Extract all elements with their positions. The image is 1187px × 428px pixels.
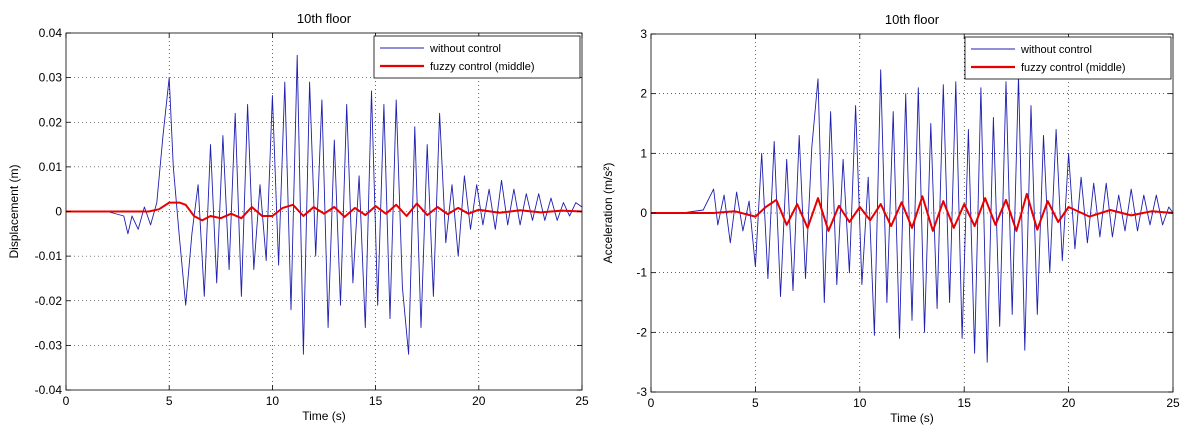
y-tick-label: -1 [636,266,647,280]
x-tick-label: 0 [648,396,655,410]
y-tick-label: -3 [636,385,647,399]
y-tick-label: -2 [636,325,647,339]
y-tick-label: -0.04 [35,383,63,397]
y-tick-label: 0.03 [39,71,63,85]
x-tick-label: 20 [1062,396,1076,410]
chart-title: 10th floor [885,12,940,27]
legend-label-without-control: without control [429,43,501,55]
series-line-without-control [66,54,583,355]
chart-title: 10th floor [297,11,352,26]
y-tick-label: 1 [640,146,647,160]
x-tick-label: 0 [63,394,70,408]
x-tick-label: 20 [472,394,486,408]
x-axis-label: Time (s) [302,409,346,423]
legend-label-without-control: without control [1020,44,1092,56]
series-line-fuzzy-control [651,192,1174,232]
y-tick-label: -0.02 [35,294,63,308]
displacement-chart: 0 5 10 15 20 25 -0.04 -0.03 -0.02 -0.01 0 0.01 0.02 0… [7,11,589,423]
x-tick-label: 10 [266,394,280,408]
x-tick-label: 15 [958,396,972,410]
y-tick-label: 0.01 [39,160,63,174]
legend-label-fuzzy-control: fuzzy control (middle) [1021,62,1126,74]
acceleration-chart-panel: 0 5 10 15 20 25 -3 -2 -1 0 1 2 3 10th floor Time (s) Ac… [594,0,1187,428]
acceleration-chart: 0 5 10 15 20 25 -3 -2 -1 0 1 2 3 10th floor Time (s) Ac… [601,12,1180,425]
y-tick-label: 2 [640,87,647,101]
series-line-without-control [651,69,1174,363]
y-tick-label: 0.02 [39,115,63,129]
x-tick-label: 15 [369,394,383,408]
y-axis-label: Acceleration (m/s²) [601,163,615,264]
displacement-chart-panel: 0 5 10 15 20 25 -0.04 -0.03 -0.02 -0.01 0 0.01 0.02 0… [7,11,589,423]
y-tick-label: -0.01 [35,249,63,263]
series-line-fuzzy-control [66,201,583,222]
y-tick-label: 3 [640,27,647,41]
legend-label-fuzzy-control: fuzzy control (middle) [430,61,535,73]
y-axis-label: Displacement (m) [7,164,21,258]
y-tick-label: 0.04 [39,26,63,40]
x-tick-label: 25 [1166,396,1180,410]
x-tick-label: 25 [575,394,589,408]
x-axis-label: Time (s) [890,411,934,425]
x-tick-label: 5 [752,396,759,410]
legend-box [964,36,1172,80]
x-tick-label: 5 [166,394,173,408]
x-tick-label: 10 [853,396,867,410]
y-tick-label: 0 [640,206,647,220]
legend-box [373,35,581,79]
y-tick-label: 0 [55,205,62,219]
y-tick-label: -0.03 [35,338,63,352]
